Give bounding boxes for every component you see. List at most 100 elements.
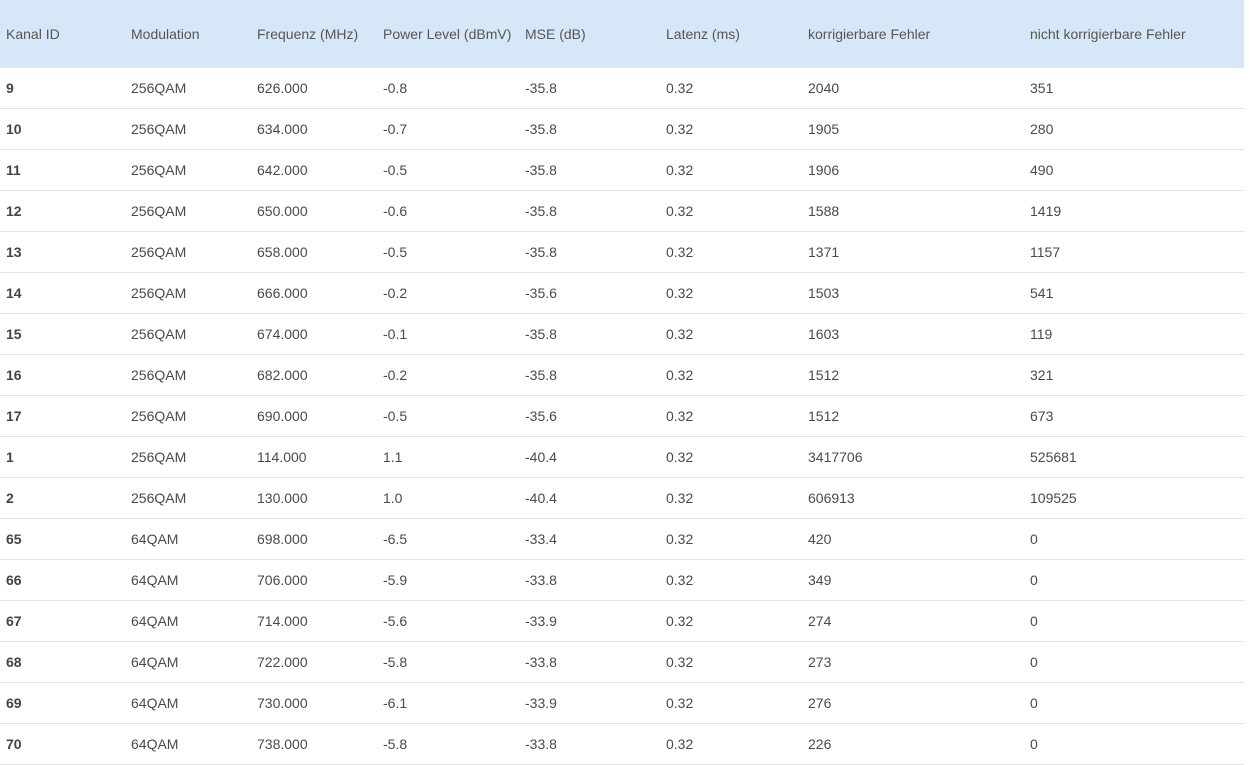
cell-power-level: -0.5 bbox=[377, 395, 519, 437]
column-header-korrigierbare-fehler: korrigierbare Fehler bbox=[808, 26, 931, 42]
cell-frequenz: 626.000 bbox=[251, 68, 377, 109]
cell-modulation: 256QAM bbox=[125, 68, 251, 109]
cell-modulation: 64QAM bbox=[125, 559, 251, 601]
cell-frequenz: 682.000 bbox=[251, 354, 377, 396]
cell-korrigierbare-fehler: 1512 bbox=[802, 395, 1024, 437]
cell-power-level: -0.2 bbox=[377, 354, 519, 396]
cell-korrigierbare-fehler: 606913 bbox=[802, 477, 1024, 519]
cell-modulation: 256QAM bbox=[125, 149, 251, 191]
cell-latenz: 0.32 bbox=[660, 518, 802, 560]
cell-kanal-id: 15 bbox=[0, 313, 125, 355]
table-row: 70 64QAM 738.000 -5.8 -33.8 0.32 226 0 bbox=[0, 723, 1244, 765]
cell-frequenz: 738.000 bbox=[251, 723, 377, 765]
cell-power-level: -0.8 bbox=[377, 68, 519, 109]
cell-power-level: -0.5 bbox=[377, 149, 519, 191]
cell-frequenz: 714.000 bbox=[251, 600, 377, 642]
cell-mse: -35.8 bbox=[519, 313, 660, 355]
cell-modulation: 256QAM bbox=[125, 190, 251, 232]
table-row: 2 256QAM 130.000 1.0 -40.4 0.32 606913 109525 bbox=[0, 477, 1244, 519]
cell-power-level: -0.5 bbox=[377, 231, 519, 273]
cell-nicht-korrigierbare-fehler: 109525 bbox=[1024, 477, 1244, 519]
cell-latenz: 0.32 bbox=[660, 600, 802, 642]
cell-nicht-korrigierbare-fehler: 0 bbox=[1024, 723, 1244, 765]
cell-mse: -35.8 bbox=[519, 108, 660, 150]
cell-nicht-korrigierbare-fehler: 119 bbox=[1024, 313, 1244, 355]
cell-kanal-id: 11 bbox=[0, 149, 125, 191]
column-header-latenz: Latenz (ms) bbox=[666, 26, 740, 42]
cell-korrigierbare-fehler: 3417706 bbox=[802, 436, 1024, 478]
cell-mse: -35.8 bbox=[519, 354, 660, 396]
table-row: 11 256QAM 642.000 -0.5 -35.8 0.32 1906 490 bbox=[0, 149, 1244, 191]
cell-latenz: 0.32 bbox=[660, 641, 802, 683]
cell-power-level: -0.7 bbox=[377, 108, 519, 150]
cell-nicht-korrigierbare-fehler: 490 bbox=[1024, 149, 1244, 191]
cell-power-level: -5.8 bbox=[377, 641, 519, 683]
cell-nicht-korrigierbare-fehler: 0 bbox=[1024, 559, 1244, 601]
cell-latenz: 0.32 bbox=[660, 395, 802, 437]
cell-frequenz: 730.000 bbox=[251, 682, 377, 724]
table-row: 14 256QAM 666.000 -0.2 -35.6 0.32 1503 541 bbox=[0, 272, 1244, 314]
cell-nicht-korrigierbare-fehler: 525681 bbox=[1024, 436, 1244, 478]
cell-latenz: 0.32 bbox=[660, 354, 802, 396]
cell-korrigierbare-fehler: 1603 bbox=[802, 313, 1024, 355]
cell-latenz: 0.32 bbox=[660, 559, 802, 601]
cell-power-level: -5.9 bbox=[377, 559, 519, 601]
cell-korrigierbare-fehler: 273 bbox=[802, 641, 1024, 683]
cell-frequenz: 674.000 bbox=[251, 313, 377, 355]
table-row: 16 256QAM 682.000 -0.2 -35.8 0.32 1512 321 bbox=[0, 354, 1244, 396]
table-row: 12 256QAM 650.000 -0.6 -35.8 0.32 1588 1419 bbox=[0, 190, 1244, 232]
column-header-modulation: Modulation bbox=[131, 26, 200, 42]
cell-latenz: 0.32 bbox=[660, 436, 802, 478]
cell-korrigierbare-fehler: 1512 bbox=[802, 354, 1024, 396]
cell-nicht-korrigierbare-fehler: 321 bbox=[1024, 354, 1244, 396]
cell-kanal-id: 2 bbox=[0, 477, 125, 519]
header-row: Kanal ID Modulation Frequenz (MHz) Power Le… bbox=[0, 0, 1244, 68]
cell-mse: -35.6 bbox=[519, 272, 660, 314]
cell-mse: -35.8 bbox=[519, 190, 660, 232]
table-row: 68 64QAM 722.000 -5.8 -33.8 0.32 273 0 bbox=[0, 641, 1244, 683]
cell-modulation: 256QAM bbox=[125, 108, 251, 150]
cell-modulation: 64QAM bbox=[125, 600, 251, 642]
table-row: 69 64QAM 730.000 -6.1 -33.9 0.32 276 0 bbox=[0, 682, 1244, 724]
table-row: 15 256QAM 674.000 -0.1 -35.8 0.32 1603 119 bbox=[0, 313, 1244, 355]
cell-frequenz: 690.000 bbox=[251, 395, 377, 437]
cell-mse: -40.4 bbox=[519, 436, 660, 478]
cell-nicht-korrigierbare-fehler: 1157 bbox=[1024, 231, 1244, 273]
cell-kanal-id: 1 bbox=[0, 436, 125, 478]
table-row: 65 64QAM 698.000 -6.5 -33.4 0.32 420 0 bbox=[0, 518, 1244, 560]
cell-power-level: -0.1 bbox=[377, 313, 519, 355]
cell-modulation: 64QAM bbox=[125, 518, 251, 560]
cell-latenz: 0.32 bbox=[660, 190, 802, 232]
cell-modulation: 64QAM bbox=[125, 723, 251, 765]
cell-modulation: 256QAM bbox=[125, 231, 251, 273]
cell-nicht-korrigierbare-fehler: 351 bbox=[1024, 68, 1244, 109]
cell-frequenz: 698.000 bbox=[251, 518, 377, 560]
table-row: 67 64QAM 714.000 -5.6 -33.9 0.32 274 0 bbox=[0, 600, 1244, 642]
cell-frequenz: 634.000 bbox=[251, 108, 377, 150]
cell-latenz: 0.32 bbox=[660, 231, 802, 273]
cell-korrigierbare-fehler: 1588 bbox=[802, 190, 1024, 232]
cell-korrigierbare-fehler: 1905 bbox=[802, 108, 1024, 150]
cell-mse: -35.8 bbox=[519, 231, 660, 273]
cell-mse: -40.4 bbox=[519, 477, 660, 519]
cell-korrigierbare-fehler: 276 bbox=[802, 682, 1024, 724]
table-row: 17 256QAM 690.000 -0.5 -35.6 0.32 1512 673 bbox=[0, 395, 1244, 437]
cell-nicht-korrigierbare-fehler: 280 bbox=[1024, 108, 1244, 150]
cell-mse: -33.8 bbox=[519, 559, 660, 601]
cell-latenz: 0.32 bbox=[660, 149, 802, 191]
cell-power-level: -5.6 bbox=[377, 600, 519, 642]
cell-nicht-korrigierbare-fehler: 673 bbox=[1024, 395, 1244, 437]
cell-mse: -35.8 bbox=[519, 149, 660, 191]
cell-nicht-korrigierbare-fehler: 0 bbox=[1024, 641, 1244, 683]
cell-kanal-id: 65 bbox=[0, 518, 125, 560]
cell-kanal-id: 12 bbox=[0, 190, 125, 232]
cell-modulation: 256QAM bbox=[125, 313, 251, 355]
cell-nicht-korrigierbare-fehler: 541 bbox=[1024, 272, 1244, 314]
cell-frequenz: 130.000 bbox=[251, 477, 377, 519]
column-header-nicht-korrigierbare-fehler: nicht korrigierbare Fehler bbox=[1030, 26, 1186, 42]
cell-frequenz: 114.000 bbox=[251, 436, 377, 478]
cell-nicht-korrigierbare-fehler: 0 bbox=[1024, 682, 1244, 724]
cell-modulation: 64QAM bbox=[125, 682, 251, 724]
cell-power-level: -5.8 bbox=[377, 723, 519, 765]
cell-power-level: 1.0 bbox=[377, 477, 519, 519]
